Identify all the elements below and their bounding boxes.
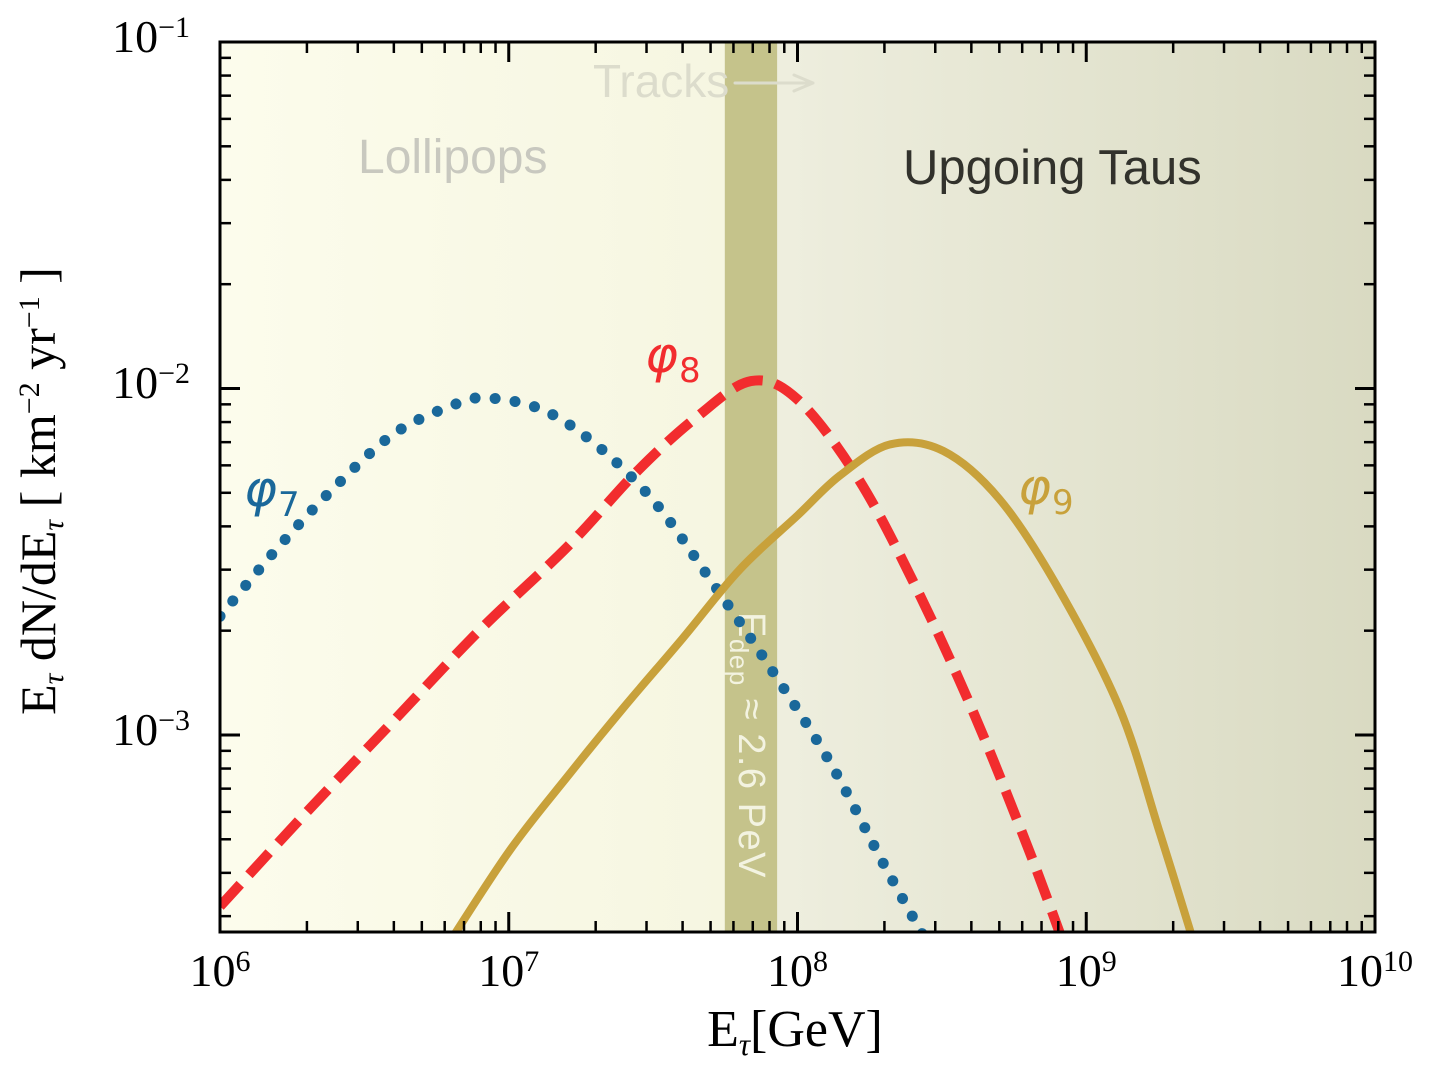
y-tick-label-−2: 10−2 [112,357,190,409]
phi-symbol: φ [244,460,277,518]
x-tick-label-7: 107 [478,945,540,996]
background-region-upgoing-taus [724,42,1375,932]
x-tick-label-8: 108 [767,945,828,996]
edep-band [724,42,778,932]
plot-frame [218,40,1377,934]
region-label-upgoing-taus: Upgoing Taus [903,141,1202,195]
series-layer [220,375,1195,932]
y-tick-label-−1: 10−1 [112,11,190,62]
x-tick-label-6: 106 [189,945,251,996]
background-region-lollipops [220,42,725,932]
y-axis-label-sub-tau: τ [37,519,71,531]
x-axis-label-part: E [707,1001,739,1058]
y-axis-label-part: E [10,684,66,715]
y-axis-label-sub-tau: τ [37,673,71,685]
phi-symbol: φ [1018,458,1051,516]
phi-subscript: 7 [277,484,300,525]
series-phi8-curve [220,375,1065,932]
series-label-phi7: φ7 [244,464,300,522]
y-axis-label-sup: −1 [12,296,46,329]
x-axis-label: Eτ[GeV] [645,1000,945,1062]
edep-band-label: Edep ≈ 2.6 PeV [724,612,772,879]
tracks-label-text: Tracks [593,55,730,107]
y-axis-label-part: dN/dE [10,530,66,674]
x-axis-label-part: [GeV] [750,1001,883,1058]
region-label-tracks: Tracks [593,58,817,104]
series-phi9-curve [451,438,1195,932]
phi-subscript: 9 [1051,482,1074,523]
series-label-phi9: φ9 [1018,462,1074,520]
y-axis-label-part: [ km [10,414,66,520]
phi-subscript: 8 [678,350,701,391]
y-tick-label-−3: 10−3 [112,703,190,755]
y-axis-label-part: yr [10,328,66,383]
series-label-phi8: φ8 [645,330,701,388]
right-arrow-icon [733,73,815,93]
x-axis-label-sub-tau: τ [738,1026,751,1062]
phi-symbol: φ [645,326,678,384]
y-axis-label: Eτ dN/dEτ [ km−2 yr−1 ] [9,111,71,871]
region-label-lollipops: Lollipops [358,131,548,184]
x-tick-label-10: 1010 [1337,945,1413,996]
y-axis-label-sup: −2 [12,382,46,415]
y-axis-label-part: ] [10,267,66,297]
x-tick-label-9: 109 [1055,945,1117,996]
